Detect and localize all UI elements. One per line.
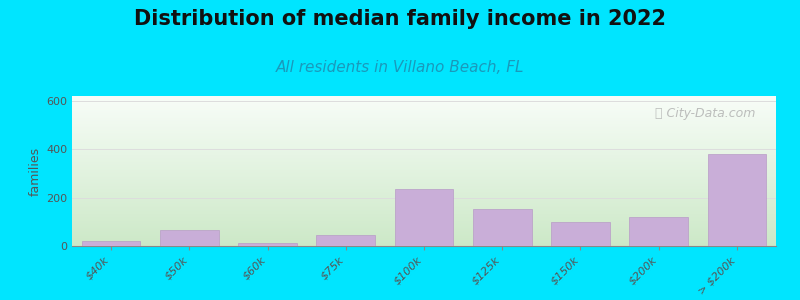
Text: ⓘ City-Data.com: ⓘ City-Data.com xyxy=(654,106,755,119)
Bar xyxy=(551,222,610,246)
Bar xyxy=(238,243,297,246)
Bar xyxy=(82,241,141,246)
Bar xyxy=(473,208,531,246)
Bar xyxy=(630,217,688,246)
Text: All residents in Villano Beach, FL: All residents in Villano Beach, FL xyxy=(276,60,524,75)
Bar xyxy=(394,189,454,246)
Text: Distribution of median family income in 2022: Distribution of median family income in … xyxy=(134,9,666,29)
Bar xyxy=(317,235,375,246)
Bar xyxy=(160,230,218,246)
Bar xyxy=(707,154,766,246)
Y-axis label: families: families xyxy=(29,146,42,196)
